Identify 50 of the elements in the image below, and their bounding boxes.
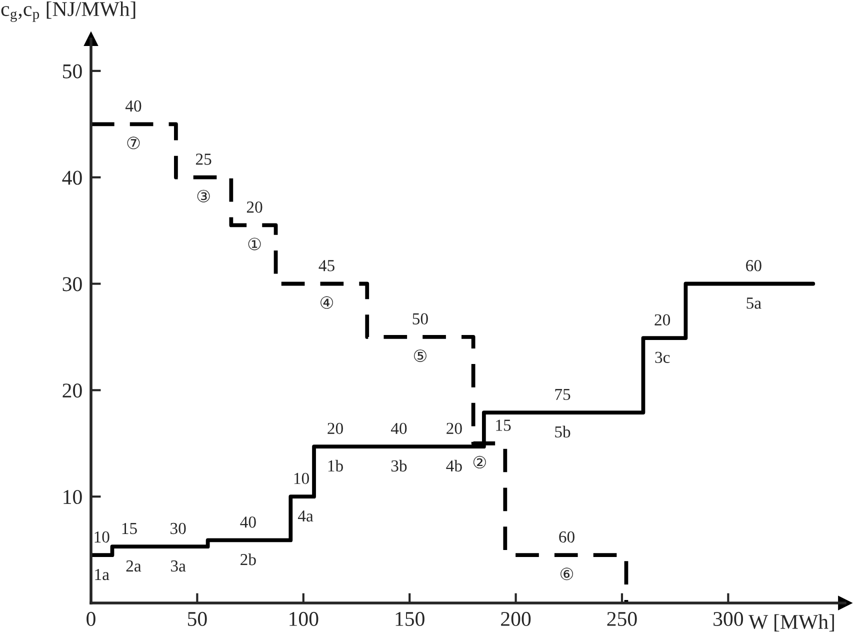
x-axis-title: W [MWh] <box>748 614 834 632</box>
y-tick-label: 10 <box>64 490 82 504</box>
annotation: 1a <box>95 568 110 580</box>
x-tick-label: 300 <box>714 612 744 626</box>
annotation: 50 <box>412 313 428 324</box>
x-tick-label: 50 <box>188 612 207 626</box>
annotation: 3a <box>171 560 186 572</box>
x-tick-label: 150 <box>396 612 424 626</box>
annotation: 30 <box>170 522 186 534</box>
y-tick-label: 40 <box>62 170 82 185</box>
annotation: 10 <box>294 472 309 484</box>
annotation: ④ <box>320 296 333 309</box>
x-tick-label: 100 <box>290 612 318 626</box>
annotation: 2b <box>240 553 256 566</box>
annotation: ⑥ <box>560 568 573 580</box>
annotation: 25 <box>196 154 212 165</box>
annotation: ① <box>248 238 261 250</box>
annotation: 10 <box>94 531 110 543</box>
y-tick-label: 20 <box>62 384 82 398</box>
annotation: 3c <box>655 352 670 364</box>
annotation: 60 <box>559 531 574 543</box>
annotation: 15 <box>122 522 137 534</box>
annotation: 40 <box>125 100 142 112</box>
annotation: 75 <box>555 388 570 400</box>
annotation: 40 <box>240 516 256 528</box>
annotation: 5a <box>746 298 762 309</box>
x-tick-label: 250 <box>607 612 637 626</box>
annotation: 2a <box>126 560 142 572</box>
annotation: 15 <box>496 420 511 431</box>
x-tick-label: 0 <box>86 612 96 626</box>
annotation: 20 <box>446 422 462 434</box>
annotation: 20 <box>246 201 262 213</box>
annotation: 60 <box>746 260 762 272</box>
y-tick-label: 30 <box>62 277 82 292</box>
annotation: 20 <box>654 314 670 326</box>
annotation: ③ <box>197 190 210 202</box>
annotation: ② <box>473 456 486 468</box>
annotation: 4a <box>298 510 314 522</box>
x-tick-label: 200 <box>501 612 531 626</box>
annotation: ⑤ <box>414 350 426 362</box>
annotation: 20 <box>328 422 343 434</box>
y-tick-label: 50 <box>63 64 82 78</box>
annotation: 40 <box>390 422 407 434</box>
annotation: 3b <box>391 460 407 472</box>
annotation: 1b <box>328 460 343 472</box>
annotation: 4b <box>446 460 462 472</box>
annotation: 45 <box>318 260 334 272</box>
annotation: ⑦ <box>127 136 140 150</box>
y-axis-title: c$_{g}$,c$_{p}$ [NJ/MWh] <box>1 1 136 22</box>
annotation: 5b <box>555 426 570 438</box>
